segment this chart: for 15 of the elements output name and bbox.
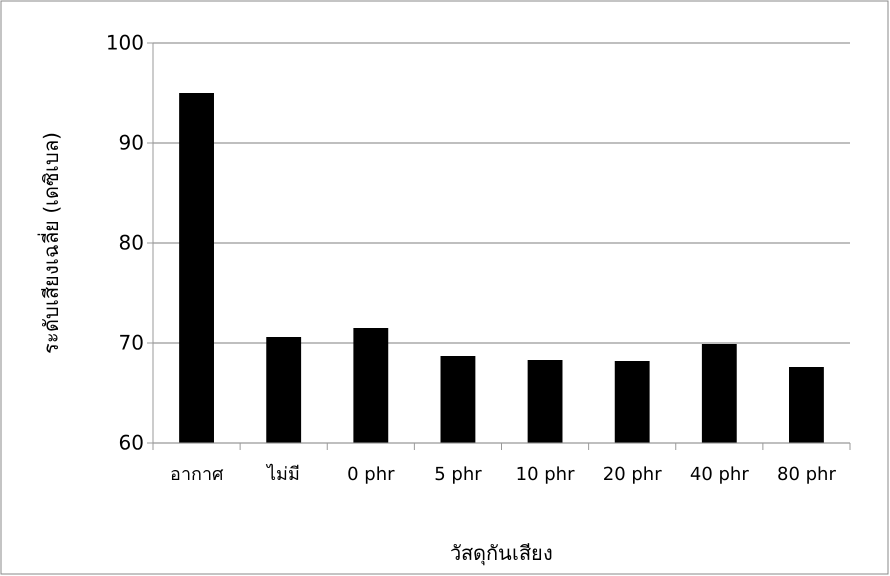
x-tick-label: ไม่มี (265, 463, 300, 486)
y-axis-title: ระดับเสียงเฉลี่ย (เดซิเบล) (37, 132, 63, 354)
y-tick-label: 80 (118, 230, 144, 254)
x-tick-label: อากาศ (170, 464, 224, 486)
x-tick-label: 20 phr (602, 464, 662, 486)
x-tick-label: 80 phr (777, 464, 836, 486)
y-tick-label: 100 (106, 30, 144, 54)
y-tick-label: 70 (118, 330, 144, 354)
y-tick-label: 60 (118, 430, 144, 454)
x-axis-title: วัสดุกันเสียง (450, 541, 553, 566)
x-tick-label: 40 phr (690, 464, 750, 486)
x-tick-label: 0 phr (347, 464, 396, 486)
x-tick-label: 10 phr (516, 464, 576, 486)
x-tick-label: 5 phr (434, 464, 482, 486)
y-tick-label: 90 (118, 130, 144, 154)
